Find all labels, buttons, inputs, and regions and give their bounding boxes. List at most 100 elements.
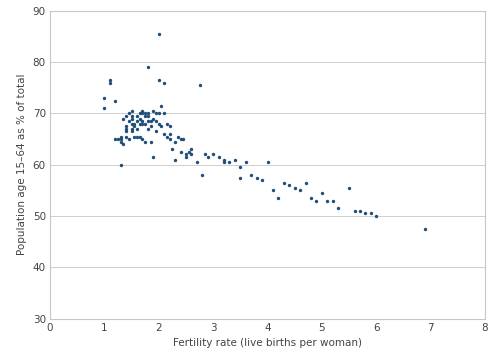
Point [120, 141, 128, 147]
Point [247, 172, 255, 178]
Point [144, 64, 152, 70]
Point [176, 136, 184, 142]
Point [274, 195, 282, 201]
Point [182, 154, 190, 160]
Point [133, 134, 141, 139]
Point [138, 108, 146, 114]
Point [236, 174, 244, 180]
Point [114, 136, 122, 142]
Point [209, 152, 217, 157]
Point [144, 110, 152, 116]
Point [128, 116, 136, 122]
Point [345, 185, 353, 191]
Point [296, 188, 304, 193]
Point [136, 116, 143, 122]
Point [128, 108, 136, 114]
Point [133, 126, 141, 132]
Point [168, 147, 176, 152]
Point [133, 118, 141, 124]
Point [122, 129, 130, 134]
Point [116, 139, 124, 144]
Point [111, 136, 120, 142]
Point [171, 139, 179, 144]
Point [128, 113, 136, 119]
Point [188, 147, 196, 152]
Point [122, 126, 130, 132]
Point [334, 205, 342, 211]
Point [242, 159, 250, 165]
Point [125, 136, 133, 142]
Point [252, 174, 260, 180]
Point [280, 180, 288, 186]
Point [160, 80, 168, 85]
Point [171, 157, 179, 163]
Point [160, 110, 168, 116]
Point [220, 159, 228, 165]
Point [125, 118, 133, 124]
Point [150, 108, 158, 114]
Point [155, 121, 163, 127]
Point [176, 149, 184, 155]
Point [269, 188, 277, 193]
Point [100, 105, 108, 111]
Point [362, 211, 370, 216]
Point [367, 211, 375, 216]
Point [193, 159, 201, 165]
Point [226, 159, 234, 165]
Point [350, 208, 358, 214]
Point [116, 162, 124, 168]
Point [166, 131, 173, 137]
Point [141, 139, 149, 144]
Point [106, 77, 114, 83]
Point [155, 31, 163, 37]
Point [158, 103, 166, 109]
Point [188, 152, 196, 157]
Point [138, 121, 146, 127]
Point [372, 213, 380, 219]
Point [150, 154, 158, 160]
Point [318, 190, 326, 196]
Point [111, 98, 120, 104]
Point [141, 113, 149, 119]
Point [130, 123, 138, 129]
Point [144, 118, 152, 124]
Point [158, 123, 166, 129]
Point [179, 136, 187, 142]
Point [133, 113, 141, 119]
Point [264, 159, 272, 165]
Point [136, 134, 143, 139]
Point [146, 118, 154, 124]
Point [329, 198, 337, 203]
Point [141, 121, 149, 127]
Point [141, 110, 149, 116]
Point [182, 152, 190, 157]
Point [155, 110, 163, 116]
Point [150, 116, 158, 122]
Point [312, 198, 320, 203]
Point [138, 136, 146, 142]
Point [307, 195, 315, 201]
Point [138, 118, 146, 124]
Point [155, 77, 163, 83]
Point [122, 113, 130, 119]
Point [174, 134, 182, 139]
Point [201, 152, 209, 157]
Point [120, 116, 128, 122]
Point [220, 157, 228, 163]
Point [184, 149, 192, 155]
Point [100, 95, 108, 101]
Y-axis label: Population age 15–64 as % of total: Population age 15–64 as % of total [17, 74, 27, 256]
Point [152, 118, 160, 124]
Point [136, 121, 143, 127]
Point [231, 157, 239, 163]
Point [163, 121, 171, 127]
Point [152, 129, 160, 134]
Point [138, 110, 146, 116]
Point [356, 208, 364, 214]
Point [290, 185, 298, 191]
Point [130, 134, 138, 139]
Point [160, 131, 168, 137]
Point [136, 110, 143, 116]
Point [166, 123, 173, 129]
Point [106, 80, 114, 85]
